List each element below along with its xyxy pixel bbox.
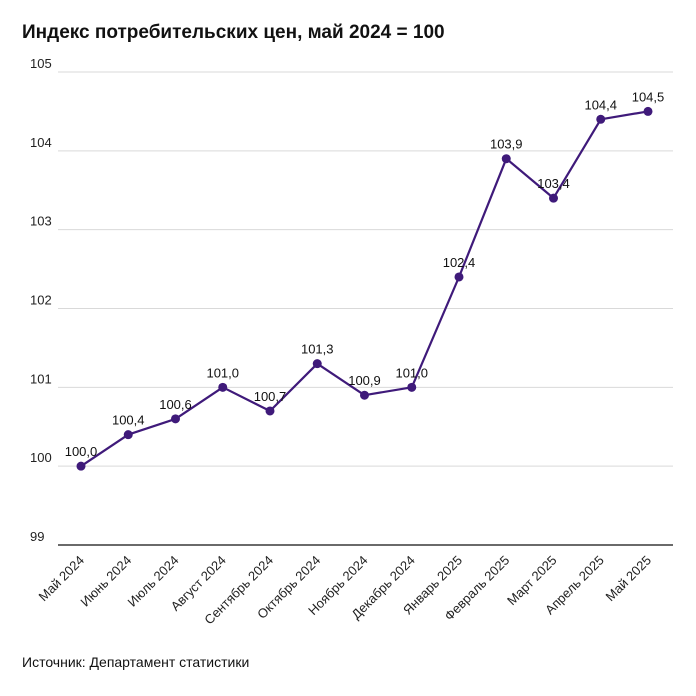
data-label: 101,0 — [206, 365, 239, 380]
y-tick-label: 101 — [30, 371, 52, 386]
y-tick-label: 105 — [30, 56, 52, 71]
data-label: 103,9 — [490, 137, 523, 152]
data-point — [123, 430, 133, 440]
y-tick-label: 100 — [30, 450, 52, 465]
source-note: Источник: Департамент статистики — [22, 654, 250, 670]
data-point — [596, 114, 606, 124]
data-point — [643, 106, 653, 116]
data-point — [549, 193, 558, 203]
data-label: 104,4 — [584, 97, 617, 112]
chart-title: Индекс потребительских цен, май 2024 = 1… — [22, 22, 445, 43]
series-line — [80, 110, 649, 468]
data-label: 101,3 — [301, 342, 334, 357]
data-point — [265, 406, 275, 416]
data-point — [501, 154, 511, 164]
y-tick-label: 103 — [30, 214, 52, 229]
y-tick-label: 102 — [30, 293, 52, 308]
data-label: 101,0 — [395, 365, 428, 380]
y-tick-label: 104 — [30, 135, 52, 150]
data-label: 103,4 — [537, 176, 570, 191]
data-label: 102,4 — [443, 255, 476, 270]
data-point — [218, 382, 228, 392]
data-label: 100,6 — [159, 397, 192, 412]
data-label: 104,5 — [632, 89, 665, 104]
x-tick-label: Май 2025 — [603, 553, 655, 605]
data-point — [76, 461, 86, 471]
data-point — [360, 390, 369, 400]
data-label: 100,7 — [254, 389, 287, 404]
data-label: 100,9 — [348, 373, 381, 388]
data-point — [407, 382, 417, 392]
data-point — [454, 272, 464, 282]
data-label: 100,0 — [65, 444, 98, 459]
y-tick-label: 99 — [30, 529, 44, 544]
data-label: 100,4 — [112, 413, 145, 428]
data-point — [171, 414, 180, 424]
data-point — [312, 359, 322, 369]
